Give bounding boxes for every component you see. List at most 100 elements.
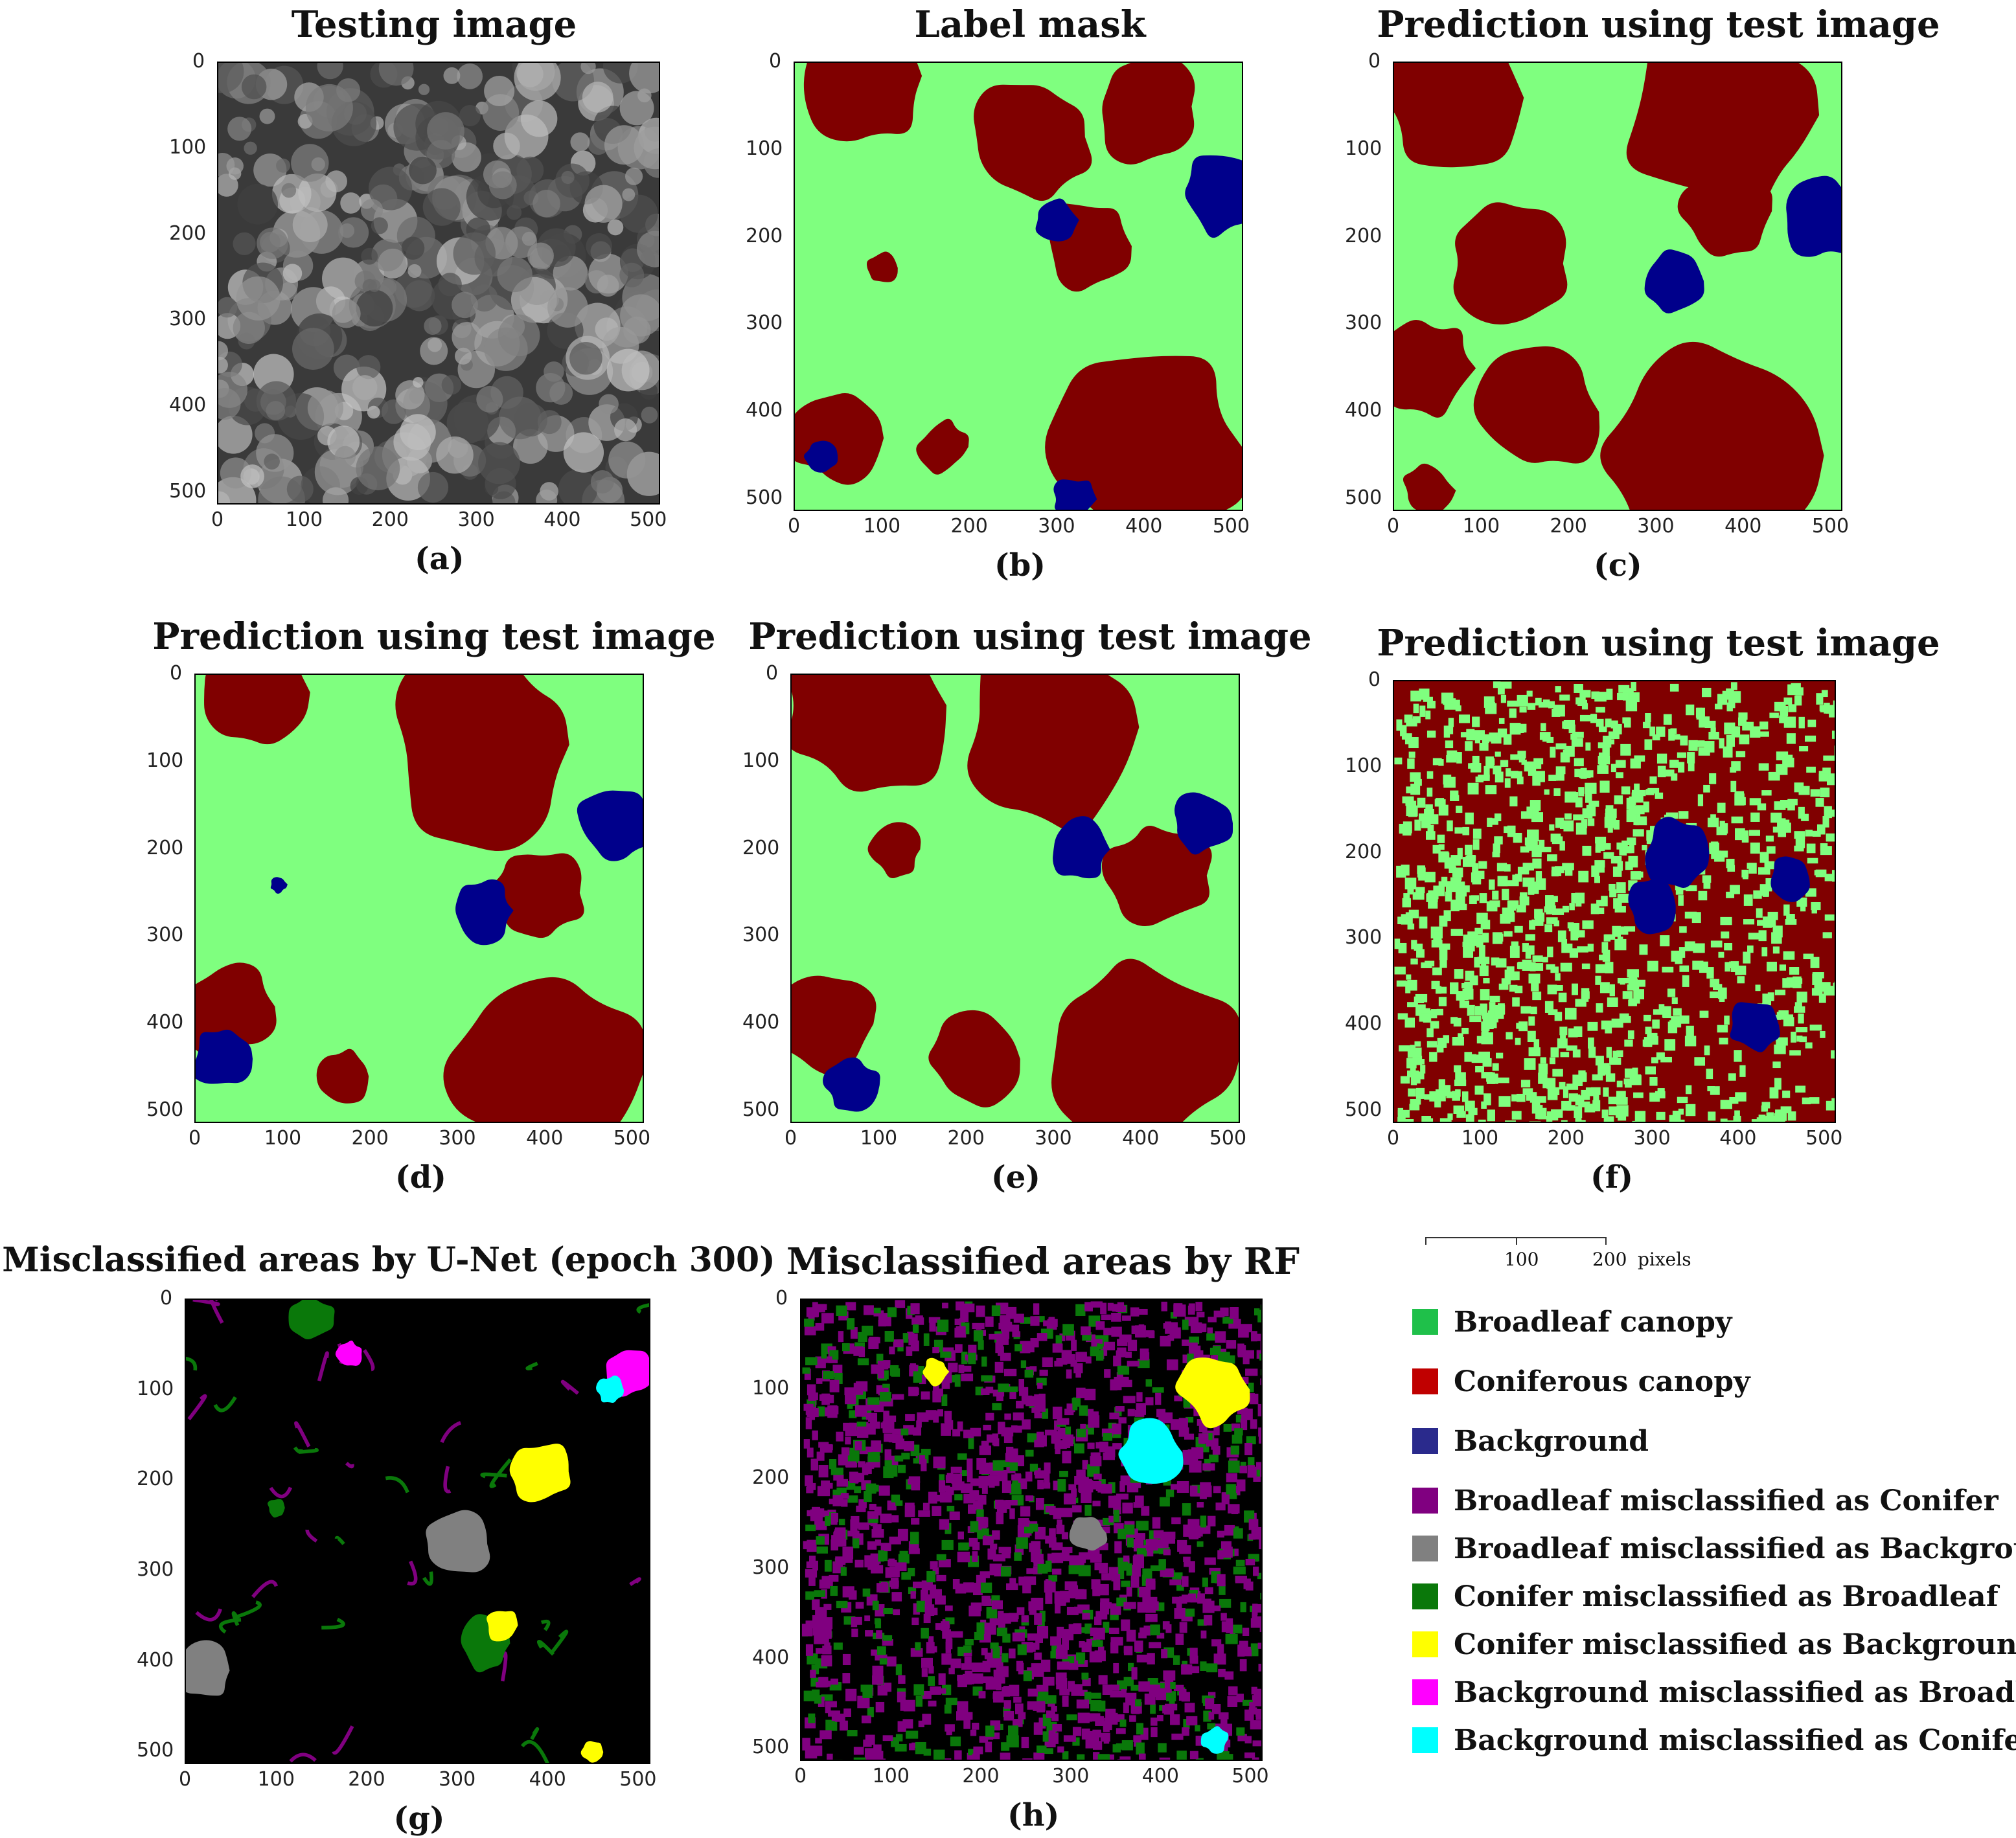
error-pixel [1069,1555,1082,1567]
error-pixel [891,1592,902,1602]
error-pixel [1165,1489,1174,1497]
error-pixel [979,1462,992,1475]
broadleaf-pixel [1532,762,1542,769]
broadleaf-pixel [1421,962,1432,968]
error-edge [540,1619,551,1631]
broadleaf-pixel [1552,908,1564,915]
broadleaf-pixel [1506,1032,1513,1039]
error-edge [186,1356,198,1371]
background-region [1053,816,1110,879]
y-tick-label: 500 [1345,486,1382,509]
error-pixel [1126,1563,1132,1576]
broadleaf-pixel [1571,738,1583,747]
error-pixel [1076,1428,1086,1438]
broadleaf-pixel [1557,930,1566,942]
error-pixel [830,1585,838,1596]
error-pixel [828,1710,841,1717]
error-pixel [1236,1727,1245,1736]
y-tick-label: 200 [752,1466,790,1490]
broadleaf-pixel [1755,984,1761,992]
broadleaf-pixel [1530,1006,1537,1015]
broadleaf-pixel [1509,946,1520,958]
broadleaf-pixel [1820,706,1831,712]
broadleaf-pixel [1460,885,1470,892]
broadleaf-pixel [1546,917,1558,924]
error-pixel [1051,1431,1058,1444]
broadleaf-pixel [1605,805,1614,811]
error-pixel [845,1688,857,1701]
error-pixel [1075,1368,1081,1378]
error-pixel [1257,1604,1261,1613]
broadleaf-pixel [1770,812,1782,823]
error-pixel [1078,1565,1091,1576]
error-pixel [1091,1339,1097,1349]
x-tick-label: 100 [1461,1127,1499,1150]
error-pixel [1087,1442,1095,1449]
error-pixel [1020,1360,1027,1368]
error-pixel [1164,1675,1174,1683]
broadleaf-pixel [1405,912,1412,918]
broadleaf-pixel [1761,947,1768,957]
broadleaf-pixel [1618,685,1630,693]
error-pixel [1250,1720,1261,1730]
broadleaf-pixel [1417,865,1426,874]
error-pixel [884,1330,894,1342]
broadleaf-pixel [1498,718,1505,724]
broadleaf-pixel [1479,893,1487,903]
error-pixel [836,1600,848,1609]
error-pixel [1226,1340,1237,1349]
error-pixel [1013,1412,1024,1421]
broadleaf-pixel [1472,755,1480,767]
broadleaf-pixel [1553,788,1561,796]
broadleaf-pixel [1575,899,1582,907]
error-pixel [816,1681,827,1688]
broadleaf-pixel [1542,699,1550,707]
broadleaf-pixel [1787,800,1795,811]
tree-crown [514,63,561,101]
error-pixel [972,1322,985,1330]
error-pixel [1039,1611,1046,1622]
error-pixel [1196,1311,1205,1318]
error-pixel [1066,1714,1077,1721]
broadleaf-pixel [1670,728,1677,734]
error-pixel [1198,1433,1209,1444]
error-pixel [976,1305,985,1317]
error-pixel [867,1541,877,1550]
error-pixel [996,1677,1005,1684]
error-pixel [872,1665,884,1678]
error-pixel [1195,1725,1200,1732]
error-pixel [873,1308,881,1313]
broadleaf-pixel [1579,714,1592,721]
error-pixel [882,1639,893,1646]
broadleaf-pixel [1629,843,1634,854]
error-pixel [1123,1396,1136,1403]
error-pixel [1002,1500,1011,1510]
broadleaf-pixel [1655,792,1664,799]
error-pixel [878,1319,886,1327]
error-pixel [1077,1754,1085,1760]
broadleaf-pixel [1444,1085,1451,1096]
err-background-as-conifer-region [1200,1726,1229,1754]
broadleaf-pixel [1783,698,1793,705]
broadleaf-pixel [1559,1027,1568,1036]
x-tick-label: 100 [264,1127,302,1150]
error-pixel [1224,1493,1237,1499]
error-edge [407,1560,418,1586]
error-pixel [1078,1560,1084,1570]
broadleaf-pixel [1418,873,1426,881]
error-pixel [851,1515,860,1529]
broadleaf-pixel [1731,816,1743,824]
error-pixel [938,1480,946,1493]
error-pixel [1230,1446,1240,1455]
error-pixel [856,1426,869,1438]
broadleaf-pixel [1698,891,1708,901]
error-pixel [925,1410,937,1420]
broadleaf-pixel [1677,752,1687,758]
error-pixel [957,1421,963,1432]
error-pixel [1100,1583,1109,1596]
broadleaf-pixel [1568,724,1575,734]
tree-crown [544,361,564,382]
error-pixel [1072,1727,1082,1736]
error-pixel [1181,1664,1193,1675]
broadleaf-pixel [1511,941,1518,950]
